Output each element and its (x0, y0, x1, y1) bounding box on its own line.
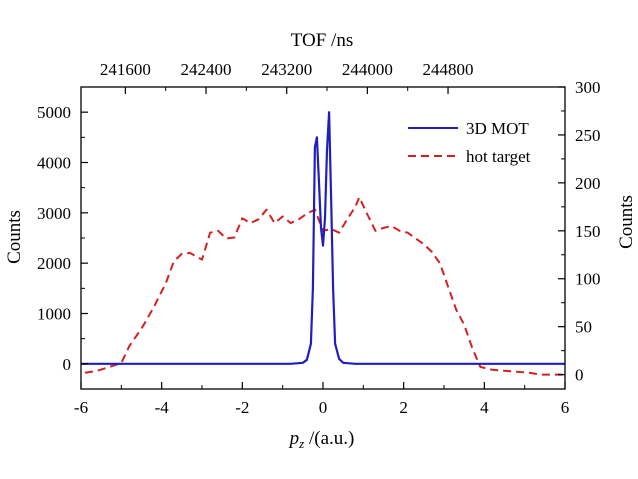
bottom-axis-title-subscript: z (298, 436, 304, 451)
bottom-axis-title-unit: /(a.u.) (304, 428, 354, 449)
bottom-tick-label: 0 (319, 398, 328, 417)
bottom-axis-title: pz /(a.u.) (288, 428, 355, 451)
right-tick-label: 250 (575, 126, 601, 145)
top-tick-label: 243200 (261, 60, 312, 79)
right-tick-label: 50 (575, 318, 592, 337)
left-tick-label: 4000 (37, 154, 71, 173)
series-group (81, 111, 565, 376)
legend-label-3d-mot: 3D MOT (466, 119, 529, 138)
left-tick-label: 0 (63, 355, 72, 374)
bottom-tick-label: 4 (480, 398, 489, 417)
right-tick-label: 100 (575, 270, 601, 289)
right-tick-label: 300 (575, 78, 601, 97)
right-axis-title: Counts (616, 195, 637, 249)
right-tick-label: 150 (575, 222, 601, 241)
bottom-axis-title-symbol: p (288, 428, 300, 449)
bottom-tick-label: -6 (74, 398, 88, 417)
left-tick-label: 2000 (37, 254, 71, 273)
series-line-3d-mot (81, 111, 565, 365)
top-axis-title: TOF /ns (291, 30, 353, 51)
bottom-tick-label: -4 (155, 398, 170, 417)
bottom-tick-label: -2 (235, 398, 249, 417)
bottom-tick-label: 6 (561, 398, 570, 417)
series-line-hot-target (84, 196, 565, 376)
right-tick-label: 200 (575, 174, 601, 193)
left-tick-label: 3000 (37, 204, 71, 223)
top-tick-label: 244800 (423, 60, 474, 79)
top-tick-label: 244000 (342, 60, 393, 79)
left-tick-label: 5000 (37, 103, 71, 122)
legend: 3D MOT hot target (408, 119, 531, 166)
left-tick-label: 1000 (37, 305, 71, 324)
top-tick-label: 241600 (100, 60, 151, 79)
top-tick-label: 242400 (181, 60, 232, 79)
legend-label-hot-target: hot target (466, 147, 531, 166)
right-tick-label: 0 (575, 366, 584, 385)
axis-ticks: -6 -4 -2 0 2 4 6 241600 242400 243200 244000 244800… (37, 60, 601, 417)
bottom-tick-label: 2 (399, 398, 408, 417)
left-axis-title: Counts (4, 210, 25, 264)
